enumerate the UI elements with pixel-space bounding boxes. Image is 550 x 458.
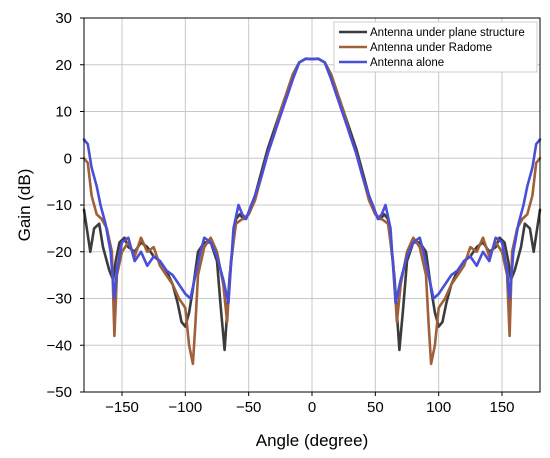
series-layer (82, 57, 542, 366)
x-tick-label: −150 (105, 399, 139, 416)
legend-label: Antenna under plane structure (370, 27, 525, 39)
x-tick-label: 100 (426, 399, 451, 416)
y-tick-label: −10 (47, 197, 72, 214)
x-tick-label: 50 (367, 399, 384, 416)
y-tick-label: 10 (55, 104, 72, 121)
y-tick-label: −30 (47, 291, 72, 308)
x-tick-label: 0 (308, 399, 316, 416)
legend-box (333, 21, 538, 73)
grid (84, 17, 540, 393)
y-tick-label: 30 (55, 10, 72, 27)
y-tick-label: −40 (47, 337, 72, 354)
y-axis-title: Gain (dB) (15, 169, 34, 242)
legend-label: Antenna under Radome (370, 42, 492, 54)
y-tick-label: −20 (47, 244, 72, 261)
y-tick-label: 20 (55, 57, 72, 74)
x-tick-label: −50 (236, 399, 261, 416)
y-tick-label: −50 (47, 384, 72, 401)
x-tick-label: −100 (168, 399, 202, 416)
legend-label: Antenna alone (370, 57, 444, 69)
y-tick-label: 0 (64, 150, 72, 167)
series-line-3 (82, 57, 542, 305)
x-axis-title: Angle (degree) (256, 431, 368, 450)
x-tick-label: 150 (489, 399, 514, 416)
legend: Antenna under plane structure Antenna und… (333, 21, 538, 73)
ticks: −150 −100 −50 0 50 100 1503020100−10−20−30−40−… (47, 10, 515, 416)
